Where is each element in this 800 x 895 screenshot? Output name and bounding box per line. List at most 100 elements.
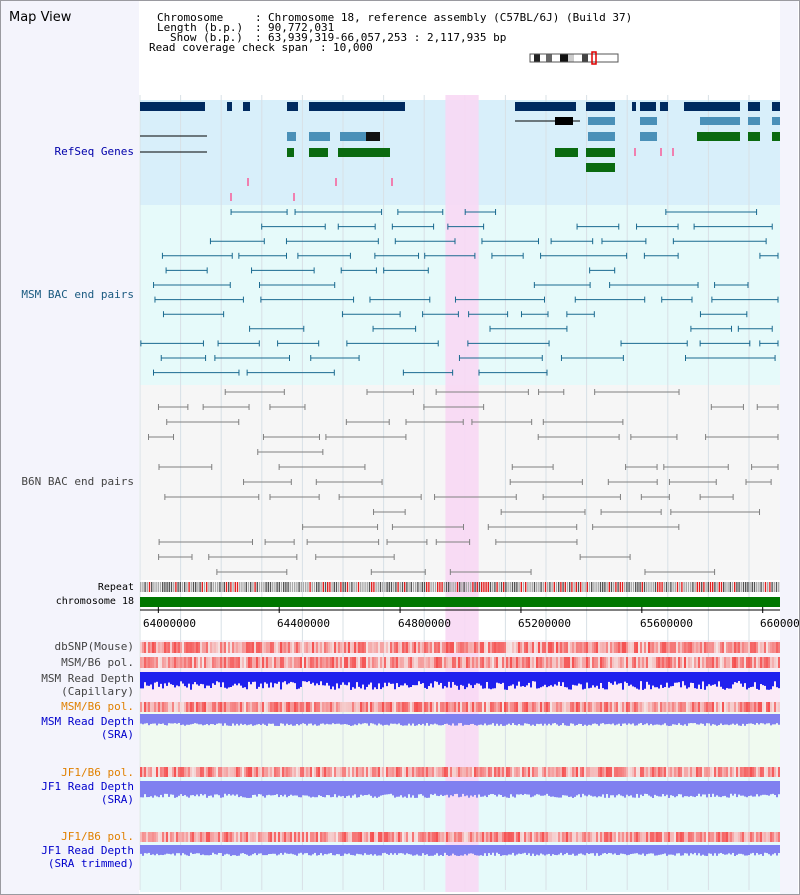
- msm-read-depth-sra: [198, 714, 200, 725]
- jf1-read-depth-sra: [438, 781, 440, 797]
- msm-read-depth-cap: [416, 672, 418, 686]
- jf1-read-depth-sra: [726, 781, 728, 798]
- track-label-msm-b6-pol-2[interactable]: MSM/B6 pol.: [61, 700, 134, 713]
- track-label-refseq[interactable]: RefSeq Genes: [54, 145, 134, 158]
- jf1-read-depth-sra: [454, 781, 456, 795]
- jf1-b6-pol-strip: [556, 767, 558, 777]
- jf1-read-depth-trim: [140, 845, 142, 854]
- gene-block: [748, 132, 760, 141]
- jf1-b6-pol-strip: [460, 832, 462, 842]
- track-label-repeat[interactable]: Repeat: [97, 582, 134, 593]
- jf1-b6-pol-strip: [362, 832, 364, 842]
- jf1-read-depth-trim: [626, 845, 628, 856]
- msm-read-depth-cap: [508, 672, 510, 687]
- msm-read-depth-sra: [154, 714, 156, 724]
- dbsnp-strip: [224, 642, 226, 653]
- jf1-b6-pol-strip: [346, 832, 348, 842]
- jf1-read-depth-trim: [148, 845, 150, 853]
- msm-b6-pol-strip: [292, 702, 294, 712]
- track-label-jf1-b6-pol-2[interactable]: JF1/B6 pol.: [61, 830, 134, 843]
- repeat-element: [208, 582, 210, 592]
- msm-read-depth-cap: [442, 672, 444, 689]
- msm-b6-pol-strip: [430, 702, 432, 712]
- repeat-element: [615, 582, 617, 592]
- msm-read-depth-cap: [252, 672, 254, 682]
- msm-read-depth-sra: [364, 714, 366, 724]
- jf1-read-depth-sra: [196, 781, 198, 795]
- track-label-chromosome[interactable]: chromosome 18: [55, 596, 134, 607]
- msm-read-depth-sra: [582, 714, 584, 726]
- jf1-read-depth-trim: [558, 845, 560, 855]
- msm-read-depth-sra: [686, 714, 688, 726]
- dbsnp-strip: [758, 642, 760, 653]
- track-label-jf1-read-sra-1[interactable]: JF1 Read Depth: [41, 780, 134, 793]
- msm-read-depth-cap: [622, 672, 624, 690]
- msm-read-depth-sra: [168, 714, 170, 724]
- jf1-read-depth-trim: [536, 845, 538, 855]
- msm-b6-pol-strip: [450, 657, 452, 668]
- track-label-dbsnp[interactable]: dbSNP(Mouse): [54, 640, 134, 653]
- msm-read-depth-sra: [150, 714, 152, 724]
- jf1-b6-pol-strip: [348, 767, 350, 777]
- jf1-read-depth-sra: [760, 781, 762, 796]
- axis-tick-label: 65600000: [640, 617, 693, 630]
- dbsnp-strip: [762, 642, 764, 653]
- jf1-b6-pol-strip: [448, 832, 450, 842]
- msm-read-depth-cap: [772, 672, 774, 687]
- msm-b6-pol-strip: [180, 702, 182, 712]
- repeat-element: [311, 582, 313, 592]
- right-margin: [780, 0, 798, 895]
- msm-b6-pol-strip: [714, 657, 716, 668]
- msm-read-depth-sra: [180, 714, 182, 726]
- jf1-b6-pol-strip: [290, 767, 292, 777]
- msm-b6-pol-strip: [634, 702, 636, 712]
- msm-b6-pol-strip: [756, 702, 758, 712]
- msm-read-depth-sra: [478, 714, 480, 725]
- track-label-b6n-bac[interactable]: B6N BAC end pairs: [21, 475, 134, 488]
- repeat-element: [509, 582, 511, 592]
- msm-read-depth-cap: [686, 672, 688, 689]
- jf1-b6-pol-strip: [444, 832, 446, 842]
- msm-b6-pol-strip: [282, 702, 284, 712]
- jf1-b6-pol-strip: [564, 832, 566, 842]
- msm-b6-pol-strip: [380, 657, 382, 668]
- jf1-b6-pol-strip: [358, 767, 360, 777]
- msm-b6-pol-strip: [622, 657, 624, 668]
- track-label-jf1-b6-pol[interactable]: JF1/B6 pol.: [61, 766, 134, 779]
- jf1-read-depth-trim: [312, 845, 314, 855]
- track-label-jf1-read-trim-1[interactable]: JF1 Read Depth: [41, 844, 134, 857]
- jf1-read-depth-sra: [176, 781, 178, 798]
- jf1-b6-pol-strip: [618, 767, 620, 777]
- jf1-read-depth-trim: [174, 845, 176, 856]
- dbsnp-strip: [624, 642, 626, 653]
- msm-read-depth-cap: [638, 672, 640, 690]
- jf1-read-depth-trim: [404, 845, 406, 855]
- track-label-msm-bac[interactable]: MSM BAC end pairs: [21, 288, 134, 301]
- track-label-msm-b6-pol[interactable]: MSM/B6 pol.: [61, 656, 134, 669]
- jf1-b6-pol-strip: [534, 767, 536, 777]
- jf1-b6-pol-strip: [654, 767, 656, 777]
- jf1-read-depth-sra: [598, 781, 600, 797]
- jf1-b6-pol-strip: [406, 767, 408, 777]
- jf1-b6-pol-strip: [472, 832, 474, 842]
- track-label-msm-read-cap-1[interactable]: MSM Read Depth: [41, 672, 134, 685]
- msm-read-depth-sra: [196, 714, 198, 724]
- msm-b6-pol-strip: [378, 657, 380, 668]
- ideogram-band: [534, 54, 540, 62]
- msm-b6-pol-strip: [648, 657, 650, 668]
- msm-read-depth-sra: [738, 714, 740, 726]
- track-label-msm-read-sra-1[interactable]: MSM Read Depth: [41, 715, 134, 728]
- jf1-read-depth-trim: [190, 845, 192, 853]
- msm-read-depth-cap: [636, 672, 638, 689]
- jf1-b6-pol-strip: [324, 832, 326, 842]
- msm-read-depth-cap: [774, 672, 776, 682]
- msm-read-depth-cap: [524, 672, 526, 687]
- msm-read-depth-cap: [374, 672, 376, 688]
- jf1-read-depth-sra: [592, 781, 594, 797]
- jf1-b6-pol-strip: [192, 767, 194, 777]
- msm-b6-pol-strip: [708, 702, 710, 712]
- jf1-b6-pol-strip: [590, 767, 592, 777]
- jf1-read-depth-sra: [608, 781, 610, 798]
- jf1-read-depth-sra: [362, 781, 364, 796]
